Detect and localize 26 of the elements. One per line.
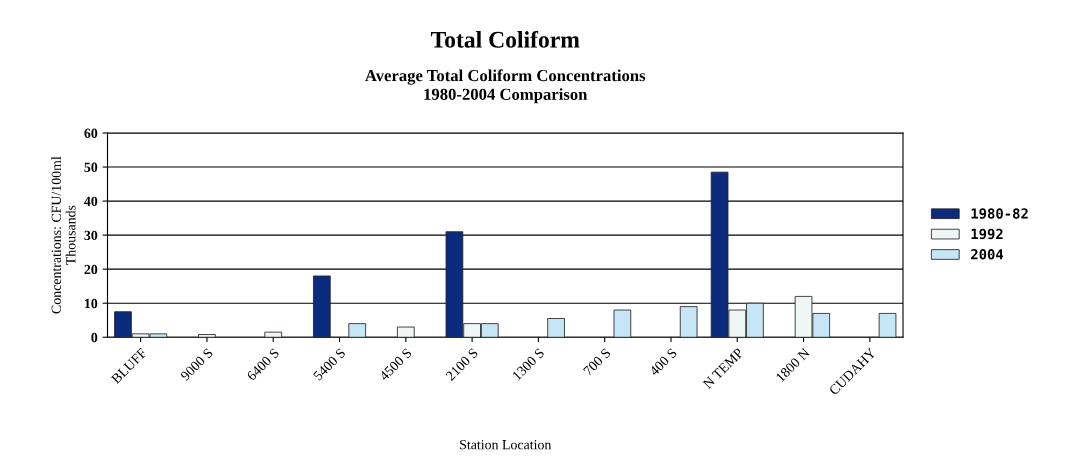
chart-subtitle: Average Total Coliform Concentrations 1980-2004 Comparison — [365, 69, 646, 104]
legend-label: 1980-82 — [971, 208, 1028, 219]
bar — [313, 275, 331, 338]
x-tick-label: 400 S — [648, 347, 678, 377]
x-tick-label: 6400 S — [246, 347, 280, 382]
bar — [348, 323, 367, 338]
y-tick-label: 10 — [85, 298, 98, 309]
legend-label: 2004 — [971, 249, 1004, 260]
bar — [397, 326, 415, 338]
y-tick-label: 50 — [84, 162, 98, 172]
y-tick-label: 0 — [91, 332, 98, 343]
bar — [679, 306, 698, 338]
bar — [613, 309, 632, 338]
y-tick-label: 40 — [84, 196, 98, 207]
x-tick-label: 700 S — [582, 347, 611, 376]
bar — [878, 313, 897, 338]
bar — [547, 318, 565, 338]
y-tick-label: 30 — [84, 230, 98, 241]
x-axis-title: Station Location — [460, 440, 552, 450]
legend-label: 1992 — [971, 228, 1003, 240]
bar — [264, 331, 283, 338]
y-tick-label: 20 — [84, 264, 98, 275]
chart-title: Total Coliform — [430, 30, 580, 48]
y-axis-title: Concentrations: CFU/100ml Thousands — [51, 156, 76, 314]
y-tick-label: 60 — [84, 128, 98, 138]
bar — [198, 334, 216, 338]
